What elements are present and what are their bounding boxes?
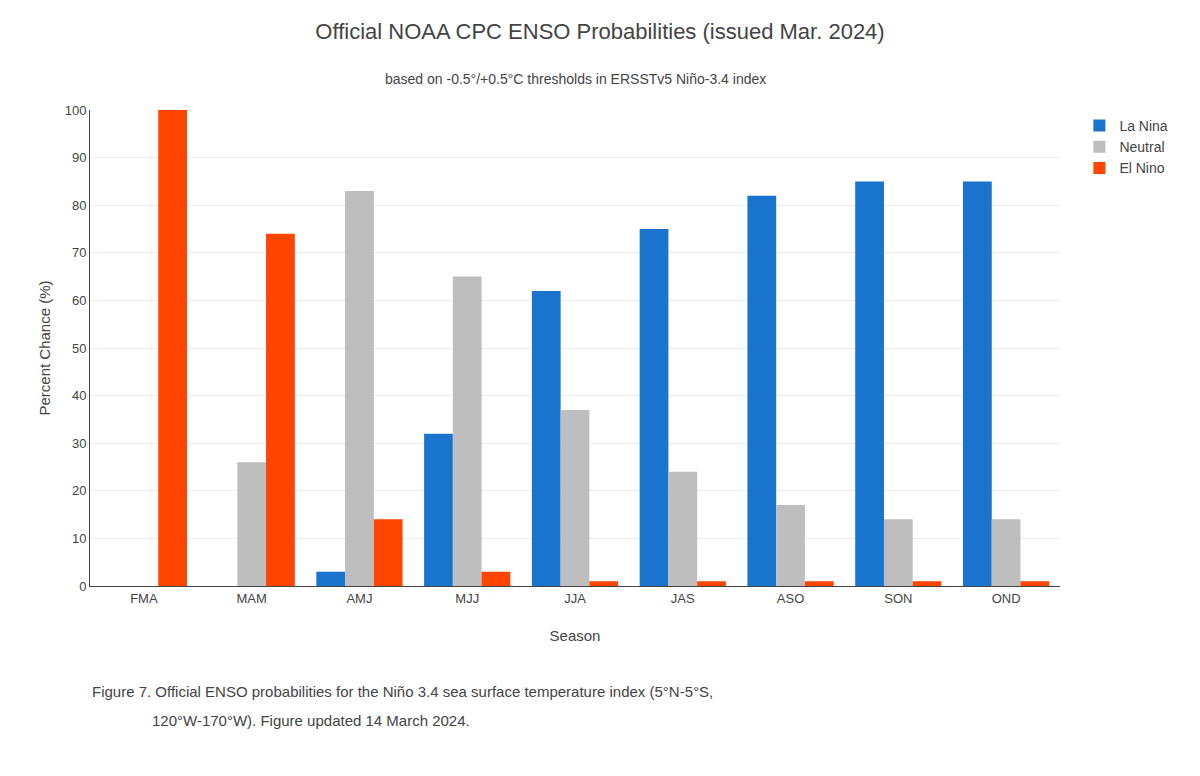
- svg-text:30: 30: [72, 436, 86, 451]
- svg-text:MAM: MAM: [236, 591, 266, 606]
- svg-text:20: 20: [72, 483, 86, 498]
- svg-text:La Nina: La Nina: [1119, 118, 1167, 134]
- svg-text:AMJ: AMJ: [346, 591, 372, 606]
- svg-text:90: 90: [72, 150, 86, 165]
- svg-text:100: 100: [65, 103, 87, 118]
- svg-text:70: 70: [72, 245, 86, 260]
- svg-text:Official NOAA CPC ENSO Probabi: Official NOAA CPC ENSO Probabilities (is…: [315, 19, 884, 44]
- svg-text:JAS: JAS: [671, 591, 695, 606]
- svg-text:60: 60: [72, 293, 86, 308]
- svg-text:Percent Chance (%): Percent Chance (%): [36, 280, 53, 415]
- svg-text:ASO: ASO: [777, 591, 804, 606]
- svg-text:El Nino: El Nino: [1119, 160, 1164, 176]
- svg-text:based on -0.5°/+0.5°C threshol: based on -0.5°/+0.5°C thresholds in ERSS…: [385, 71, 766, 87]
- svg-text:Season: Season: [550, 627, 601, 644]
- svg-text:JJA: JJA: [564, 591, 586, 606]
- svg-text:OND: OND: [992, 591, 1021, 606]
- svg-text:0: 0: [79, 579, 86, 594]
- svg-text:Neutral: Neutral: [1119, 139, 1164, 155]
- svg-text:80: 80: [72, 198, 86, 213]
- svg-text:SON: SON: [884, 591, 912, 606]
- svg-text:Figure 7. Official ENSO probab: Figure 7. Official ENSO probabilities fo…: [92, 683, 713, 700]
- svg-text:10: 10: [72, 531, 86, 546]
- svg-text:40: 40: [72, 388, 86, 403]
- svg-text:50: 50: [72, 341, 86, 356]
- svg-text:120°W-170°W). Figure updated 1: 120°W-170°W). Figure updated 14 March 20…: [152, 712, 470, 729]
- svg-text:MJJ: MJJ: [455, 591, 479, 606]
- svg-text:FMA: FMA: [130, 591, 158, 606]
